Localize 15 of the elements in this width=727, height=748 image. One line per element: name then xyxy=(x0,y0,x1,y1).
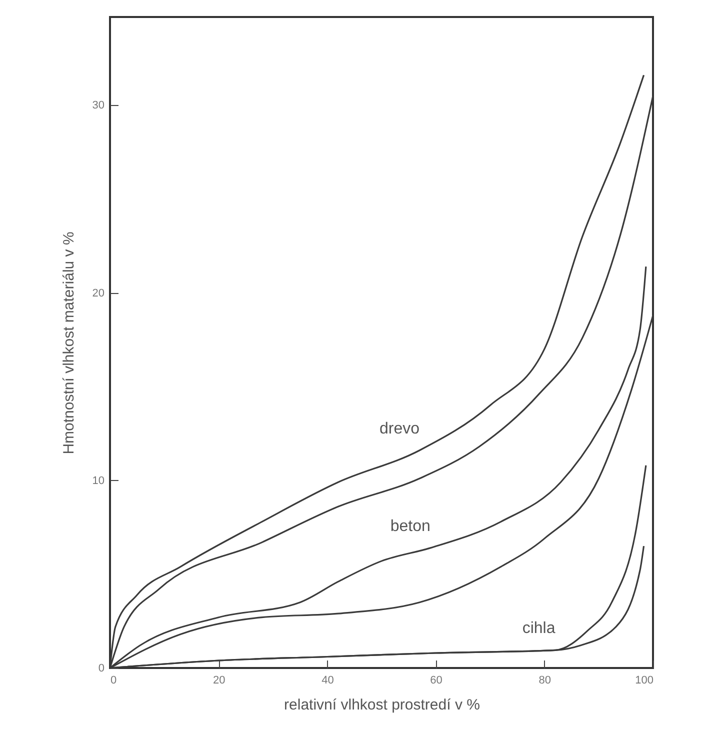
x-tick-label: 40 xyxy=(322,674,334,686)
series-label: beton xyxy=(390,518,430,535)
y-tick-label: 20 xyxy=(92,287,104,300)
x-tick-label: 80 xyxy=(538,674,552,686)
series-label: cihla xyxy=(522,620,556,638)
x-tick-label: 0 xyxy=(110,674,117,686)
y-axis-title: Hmotnostní vlhkost materiálu v % xyxy=(60,232,78,454)
y-tick-label: 0 xyxy=(98,662,104,674)
y-tick-label: 10 xyxy=(92,474,104,487)
y-tick-label: 30 xyxy=(92,100,104,112)
x-tick-label: 60 xyxy=(430,674,442,686)
x-axis-title: relativní vlhkost prostredí v % xyxy=(284,696,480,714)
x-tick-label: 20 xyxy=(212,674,226,686)
series-label: drevo xyxy=(379,420,420,438)
x-tick-label: 100 xyxy=(635,674,654,686)
